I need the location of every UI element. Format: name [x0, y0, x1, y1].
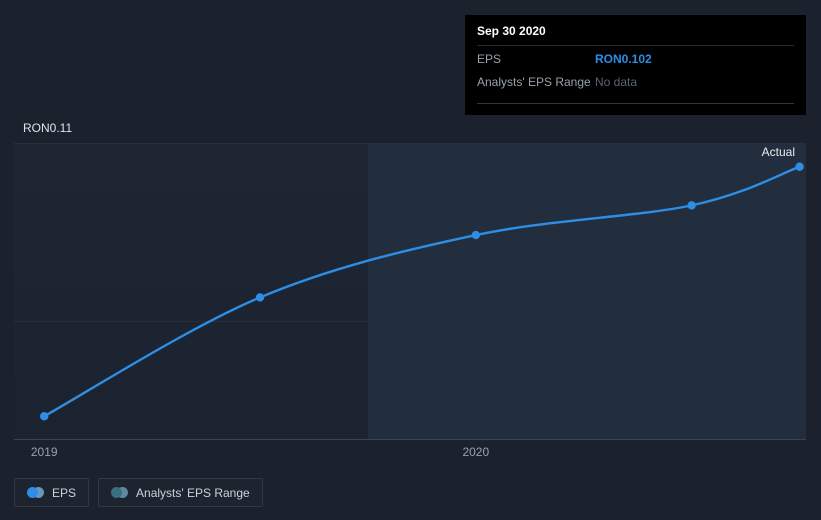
eps-data-point[interactable]	[255, 293, 265, 302]
x-tick-label: 2019	[30, 445, 58, 459]
legend-eps-label: EPS	[52, 485, 77, 500]
chart-legend: EPS Analysts' EPS Range	[14, 478, 263, 507]
tooltip-date: Sep 30 2020	[477, 24, 794, 46]
eps-data-point[interactable]	[40, 412, 49, 421]
eps-data-point[interactable]	[687, 201, 696, 210]
tooltip-divider	[477, 103, 794, 104]
eps-data-point[interactable]	[795, 162, 804, 171]
range-series-icon	[111, 487, 129, 498]
x-tick-label: 2020	[462, 445, 490, 459]
series-dot	[27, 487, 38, 498]
eps-series-icon	[27, 487, 44, 498]
tooltip-row-range: Analysts' EPS Range No data	[477, 71, 794, 92]
recent-period-band	[367, 143, 806, 440]
legend-range-button[interactable]: Analysts' EPS Range	[98, 478, 263, 507]
legend-eps-button[interactable]: EPS	[14, 478, 90, 507]
tooltip-row-eps: EPS RON0.102	[477, 48, 794, 69]
tooltip-eps-label: EPS	[477, 51, 502, 66]
tooltip-range-value: No data	[595, 74, 638, 89]
tooltip-range-label: Analysts' EPS Range	[477, 74, 591, 89]
legend-range-label: Analysts' EPS Range	[136, 485, 250, 500]
tooltip-eps-value: RON0.102	[595, 51, 652, 66]
plot-area[interactable]	[14, 143, 806, 440]
series-dot	[111, 487, 123, 498]
eps-line-chart[interactable]	[14, 143, 806, 440]
series-dot	[33, 487, 44, 498]
series-dot	[117, 487, 129, 498]
chart-tooltip: Sep 30 2020 EPS RON0.102 Analysts' EPS R…	[465, 15, 806, 115]
eps-line	[43, 165, 801, 418]
actual-label: Actual	[761, 145, 795, 159]
y-axis-max-label: RON0.11	[23, 121, 73, 135]
eps-data-point[interactable]	[471, 230, 481, 240]
